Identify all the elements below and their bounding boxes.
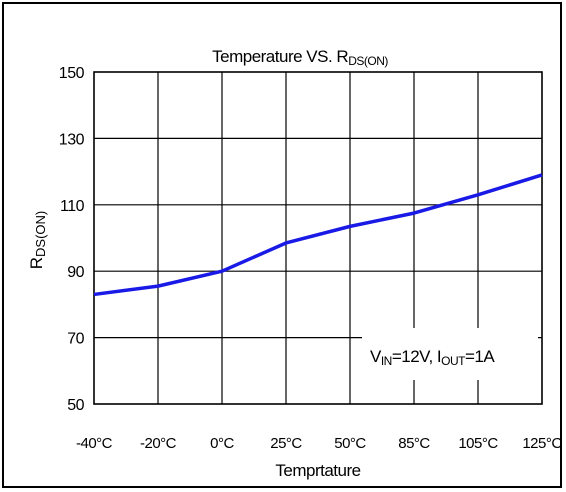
chart-title: Temperature VS. RDS(ON) bbox=[212, 47, 388, 68]
x-tick-label: -40°C bbox=[76, 435, 113, 452]
x-tick-label: 50°C bbox=[334, 435, 366, 452]
y-tick-label: 150 bbox=[59, 65, 85, 82]
y-tick-label: 70 bbox=[67, 331, 84, 348]
x-tick-label: 125°C bbox=[522, 435, 562, 452]
y-tick-label: 130 bbox=[59, 131, 85, 148]
annotation-text: VIN=12V, IOUT=1A bbox=[370, 347, 495, 368]
x-tick-label: 25°C bbox=[270, 435, 302, 452]
y-tick-label: 90 bbox=[67, 264, 84, 281]
annotation-box bbox=[362, 328, 538, 380]
y-axis-label: RDS(ON) bbox=[27, 211, 48, 270]
x-tick-label: 0°C bbox=[210, 435, 234, 452]
x-tick-label: -20°C bbox=[140, 435, 177, 452]
x-tick-labels: -40°C -20°C 0°C 25°C 50°C 85°C 105°C 125°C bbox=[76, 435, 563, 452]
series-line bbox=[93, 173, 543, 297]
y-tick-label: 50 bbox=[67, 397, 84, 414]
plot-area bbox=[93, 71, 543, 405]
x-tick-label: 85°C bbox=[398, 435, 430, 452]
y-tick-labels: 150 130 110 90 70 50 bbox=[59, 65, 85, 414]
x-tick-label: 105°C bbox=[458, 435, 498, 452]
y-tick-label: 110 bbox=[60, 198, 85, 215]
x-axis-label: Temprtature bbox=[275, 461, 360, 480]
